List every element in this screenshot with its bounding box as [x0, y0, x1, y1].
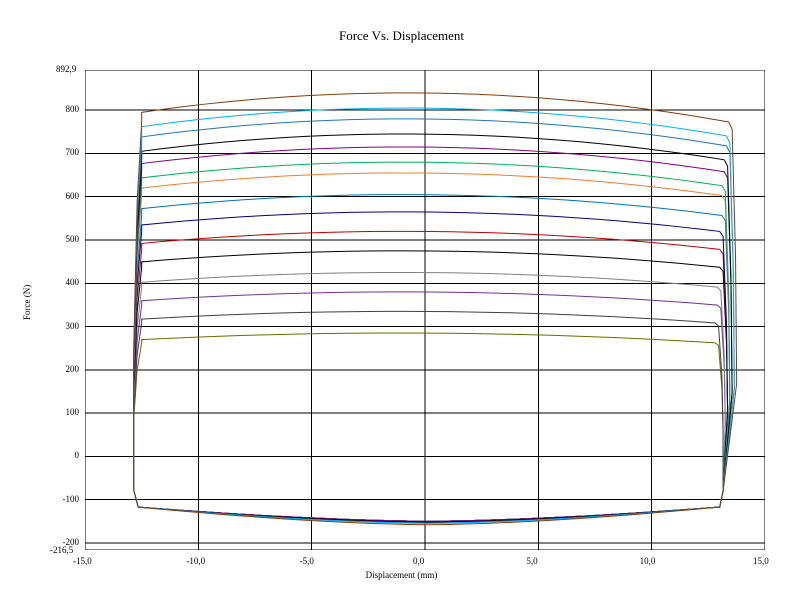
- y-tick-label: -200: [63, 537, 80, 547]
- hysteresis-curve: [134, 108, 735, 523]
- hysteresis-curve: [134, 119, 735, 523]
- chart-title: Force Vs. Displacement: [0, 28, 803, 44]
- plot-svg: [85, 70, 765, 550]
- y-tick-label: 800: [66, 104, 80, 114]
- x-tick-label: -15,0: [73, 556, 92, 566]
- hysteresis-curve: [134, 173, 730, 521]
- hysteresis-curve: [134, 311, 723, 521]
- x-tick-label: -10,0: [186, 556, 205, 566]
- chart-container: Force Vs. Displacement Force (N) Displac…: [0, 0, 803, 595]
- hysteresis-curve: [134, 212, 728, 521]
- hysteresis-curve: [134, 251, 728, 521]
- x-tick-label: -5,0: [300, 556, 314, 566]
- y-tick-label: 100: [66, 407, 80, 417]
- x-tick-label: 15,0: [753, 556, 769, 566]
- x-tick-label: 5,0: [526, 556, 537, 566]
- y-tick-label: 200: [66, 364, 80, 374]
- y-tick-label: 0: [75, 450, 80, 460]
- y-axis-label: Force (N): [22, 285, 32, 320]
- hysteresis-curve: [134, 162, 730, 521]
- hysteresis-curve: [134, 195, 730, 522]
- y-tick-label: 300: [66, 321, 80, 331]
- hysteresis-curve: [134, 147, 732, 521]
- hysteresis-curve: [134, 333, 723, 521]
- x-tick-label: 10,0: [640, 556, 656, 566]
- x-axis-label: Displacement (mm): [0, 570, 803, 580]
- hysteresis-curve: [134, 231, 728, 521]
- hysteresis-curve: [134, 134, 732, 522]
- y-axis-top-extent: 892,9: [56, 64, 76, 74]
- y-tick-label: 500: [66, 234, 80, 244]
- y-tick-label: -100: [63, 494, 80, 504]
- y-tick-label: 600: [66, 191, 80, 201]
- plot-area: [85, 70, 765, 550]
- hysteresis-curve: [134, 272, 726, 521]
- y-tick-label: 700: [66, 147, 80, 157]
- x-tick-label: 0,0: [413, 556, 424, 566]
- y-tick-label: 400: [66, 277, 80, 287]
- hysteresis-curve: [134, 93, 737, 525]
